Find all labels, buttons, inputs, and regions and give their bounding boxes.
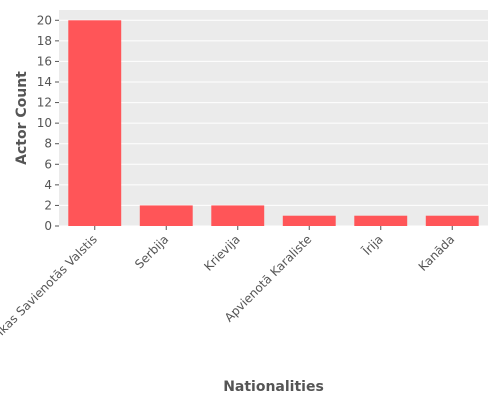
- bar: [211, 205, 265, 226]
- x-tick-label: Kanāda: [416, 232, 458, 274]
- y-tick-label: 18: [37, 34, 52, 48]
- bar: [282, 215, 336, 226]
- x-axis-label: Nationalities: [223, 379, 324, 395]
- y-tick-label: 0: [44, 219, 52, 233]
- x-tick-label: Krievija: [201, 232, 242, 273]
- y-axis-label: Actor Count: [14, 71, 30, 165]
- x-tick-label: Amerikas Savienotās Valstis: [0, 232, 100, 361]
- y-tick-label: 8: [44, 137, 52, 151]
- gridlines: [59, 19, 488, 227]
- y-tick-label: 10: [37, 116, 52, 130]
- y-tick-label: 16: [37, 54, 52, 68]
- y-tick-label: 4: [44, 178, 52, 192]
- plot-area: [59, 10, 488, 226]
- y-tick-label: 14: [37, 75, 52, 89]
- x-tick-label: Īrija: [360, 232, 386, 258]
- x-axis-ticks: Amerikas Savienotās Valstis Serbija Krievi…: [0, 226, 457, 361]
- y-axis-ticks: 0 2 4 6 8 10 12 14 16 18 20: [37, 13, 59, 233]
- y-tick-label: 20: [37, 13, 52, 27]
- y-tick-label: 6: [44, 157, 52, 171]
- bar: [354, 215, 408, 226]
- y-tick-label: 2: [44, 198, 52, 212]
- bar: [139, 205, 193, 226]
- x-tick-label: Serbija: [132, 232, 171, 271]
- bar: [425, 215, 479, 226]
- bars: [68, 20, 479, 226]
- bar: [68, 20, 122, 226]
- y-tick-label: 12: [37, 96, 52, 110]
